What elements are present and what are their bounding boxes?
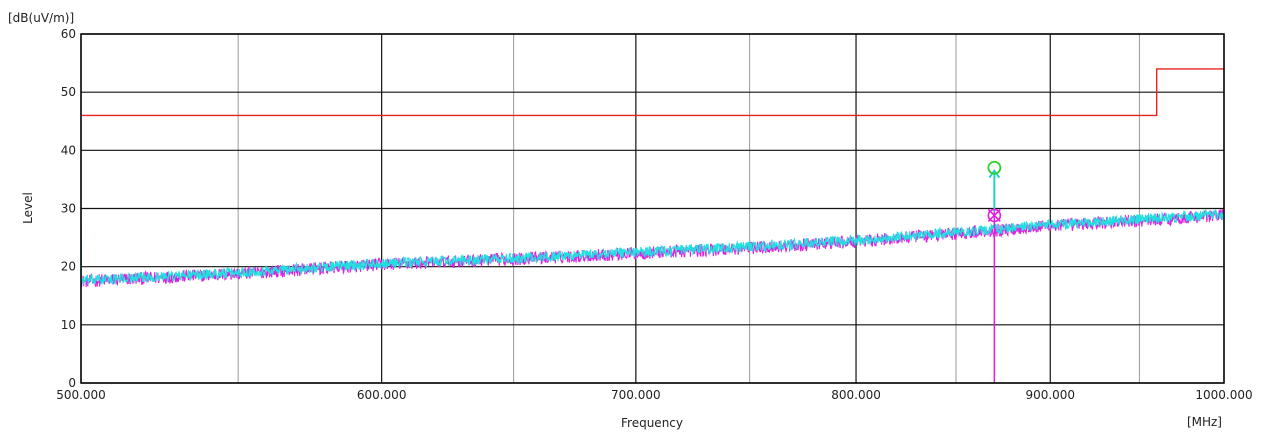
y-tick-label: 30 xyxy=(61,202,76,216)
y-tick-label: 60 xyxy=(61,27,76,41)
x-tick-label: 900.000 xyxy=(1025,388,1075,402)
peak-marker-circle xyxy=(987,208,1002,223)
plot-frame xyxy=(80,33,1225,384)
limit-line xyxy=(81,68,1224,117)
y-tick-label: 20 xyxy=(61,260,76,274)
y-tick-label: 50 xyxy=(61,85,76,99)
x-tick-label: 500.000 xyxy=(56,388,106,402)
series-trace-2 xyxy=(80,208,1225,286)
marker-group xyxy=(987,160,1002,383)
y-tick-label: 0 xyxy=(68,376,76,390)
series-trace-1 xyxy=(80,209,1225,288)
x-unit-label: [MHz] xyxy=(1187,415,1222,429)
limit-line-group xyxy=(81,68,1224,117)
quasi-peak-marker xyxy=(987,160,1002,175)
y-tick-label: 10 xyxy=(61,318,76,332)
x-tick-label: 1000.000 xyxy=(1195,388,1252,402)
y-axis-title: Level xyxy=(21,192,35,224)
x-tick-label: 600.000 xyxy=(357,388,407,402)
x-tick-label: 700.000 xyxy=(611,388,661,402)
spike-arrow-head xyxy=(988,168,1001,179)
y-tick-label: 40 xyxy=(61,143,76,157)
series-group xyxy=(80,208,1225,288)
x-axis-title: Frequency xyxy=(621,416,683,430)
tick-labels: 500.000 600.000 700.000 800.000 900.000 1000.… xyxy=(56,27,1252,402)
x-tick-label: 800.000 xyxy=(831,388,881,402)
peak-marker-cross-b xyxy=(987,208,1001,223)
y-unit-label: [dB(uV/m)] xyxy=(8,11,74,25)
